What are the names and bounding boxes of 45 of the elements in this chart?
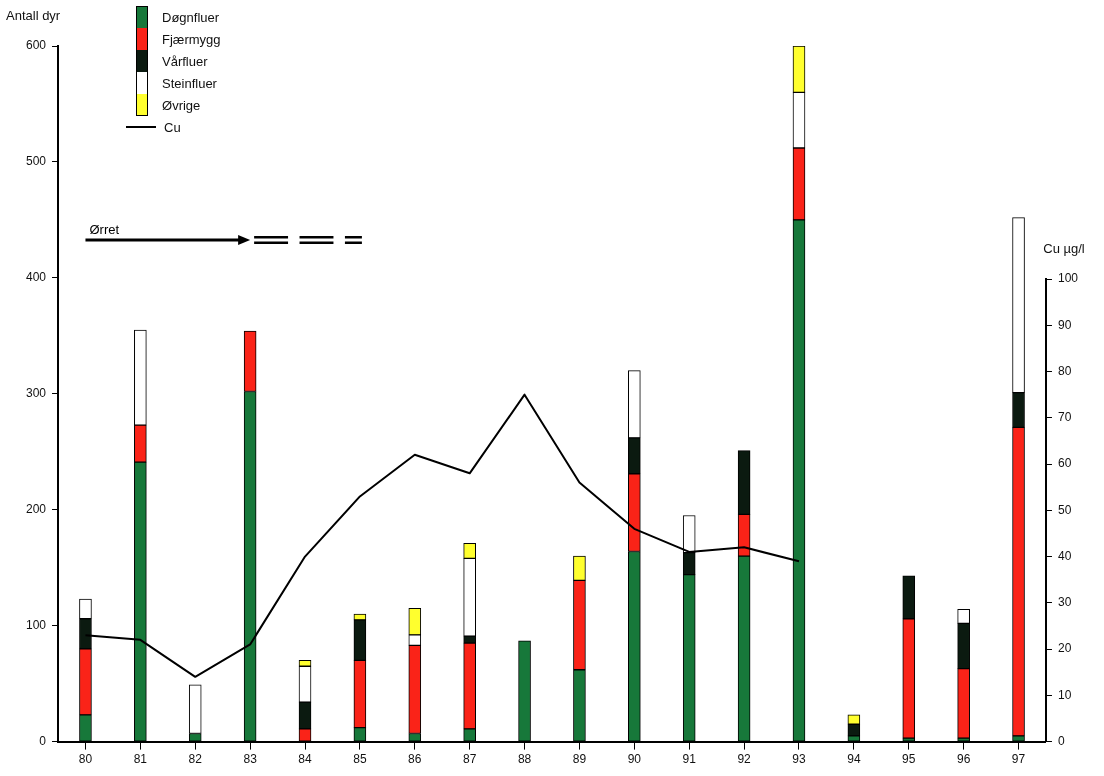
y-axis-title: Antall dyr [6,8,61,23]
x-tick-label: 96 [956,752,971,767]
x-tick-label: 88 [517,752,532,767]
y2-tick-label: 60 [1057,456,1072,471]
y2-tick-label: 80 [1057,363,1072,378]
x-tick-label: 97 [1011,752,1026,767]
x-tick-label: 82 [188,752,203,767]
y2-tick-label: 20 [1057,641,1072,656]
annotation: Ørret [89,222,120,237]
x-tick-label: 83 [243,752,258,767]
y2-tick-label: 10 [1057,687,1072,702]
x-tick-label: 85 [353,752,367,767]
y2-tick-label: 0 [1057,733,1065,748]
y-tick-label: 600 [25,38,47,53]
x-tick-label: 89 [572,752,587,767]
y-tick-label: 0 [39,733,47,748]
y2-axis-title: Cu µg/l [1043,241,1085,257]
x-tick-label: 93 [792,752,806,767]
y-tick-label: 300 [25,386,47,401]
x-tick-label: 86 [408,752,422,767]
x-tick-label: 92 [737,752,752,767]
x-tick-label: 95 [902,752,916,767]
x-tick-label: 84 [298,752,312,767]
y-tick-label: 200 [25,502,47,517]
y-tick-label: 100 [25,617,47,632]
legend-label: Øvrige [162,97,201,113]
x-tick-label: 90 [627,752,642,767]
y-tick-label: 500 [25,154,47,169]
legend-label: Fjærmygg [162,31,221,47]
x-tick-label: 94 [847,752,861,767]
y2-tick-label: 50 [1057,502,1072,517]
y-tick-label: 400 [25,270,47,285]
legend-label: Cu [164,119,181,135]
y2-tick-label: 40 [1057,548,1072,563]
y2-tick-label: 30 [1057,595,1072,610]
x-tick-label: 91 [682,752,697,767]
x-tick-label: 81 [133,752,148,767]
x-tick-label: 87 [462,752,477,767]
legend-label: Steinfluer [162,75,217,91]
y2-tick-label: 100 [1057,271,1079,286]
y2-tick-label: 70 [1057,410,1072,425]
x-tick-label: 80 [78,752,93,767]
legend-label: Vårfluer [162,53,208,69]
y2-tick-label: 90 [1057,317,1072,332]
legend-label: Døgnfluer [162,9,220,25]
